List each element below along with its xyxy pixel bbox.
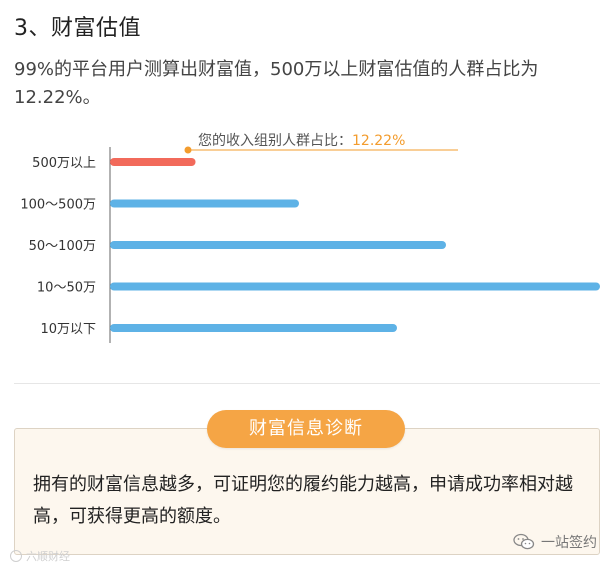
section-title: 3、财富估值 (14, 16, 141, 41)
bar-3 (110, 282, 600, 291)
section-divider (14, 383, 600, 384)
callout-value: 12.22% (352, 133, 405, 149)
category-label-0: 500万以上 (32, 156, 96, 171)
info-text: 拥有的财富信息越多，可证明您的履约能力越高，申请成功率相对越高，可获得更高的额度… (33, 474, 573, 527)
category-label-1: 100～500万 (20, 198, 96, 213)
info-box-title: 财富信息诊断 (207, 410, 405, 448)
category-label-2: 50～100万 (29, 239, 96, 254)
category-labels: 500万以上 100～500万 50～100万 10～50万 10万以下 (20, 156, 96, 337)
callout-label-text: 您的收入组别人群占比： (198, 132, 352, 149)
category-label-3: 10～50万 (37, 281, 96, 296)
watermark-logo-icon (10, 550, 22, 562)
watermark-right: 一站签约 (513, 532, 597, 552)
bar-2 (110, 241, 446, 249)
bar-0 (110, 158, 196, 166)
category-label-4: 10万以下 (40, 322, 96, 337)
intro-text: 99%的平台用户测算出财富值，500万以上财富估值的人群占比为12.22%。 (14, 59, 539, 108)
bar-4 (110, 324, 397, 332)
watermark-right-text: 一站签约 (541, 535, 597, 551)
callout: 您的收入组别人群占比：12.22% (184, 132, 458, 154)
watermark-left: 六顺财经 (10, 548, 70, 564)
bar-1 (110, 199, 299, 208)
callout-dot (184, 146, 192, 154)
wealth-bar-chart: 500万以上 100～500万 50～100万 10～50万 10万以下 您的收入组别人… (20, 132, 600, 343)
wechat-icon (513, 533, 535, 550)
callout-label: 您的收入组别人群占比：12.22% (198, 132, 405, 149)
watermark-left-text: 六顺财经 (26, 550, 70, 563)
bars-group (110, 158, 600, 332)
